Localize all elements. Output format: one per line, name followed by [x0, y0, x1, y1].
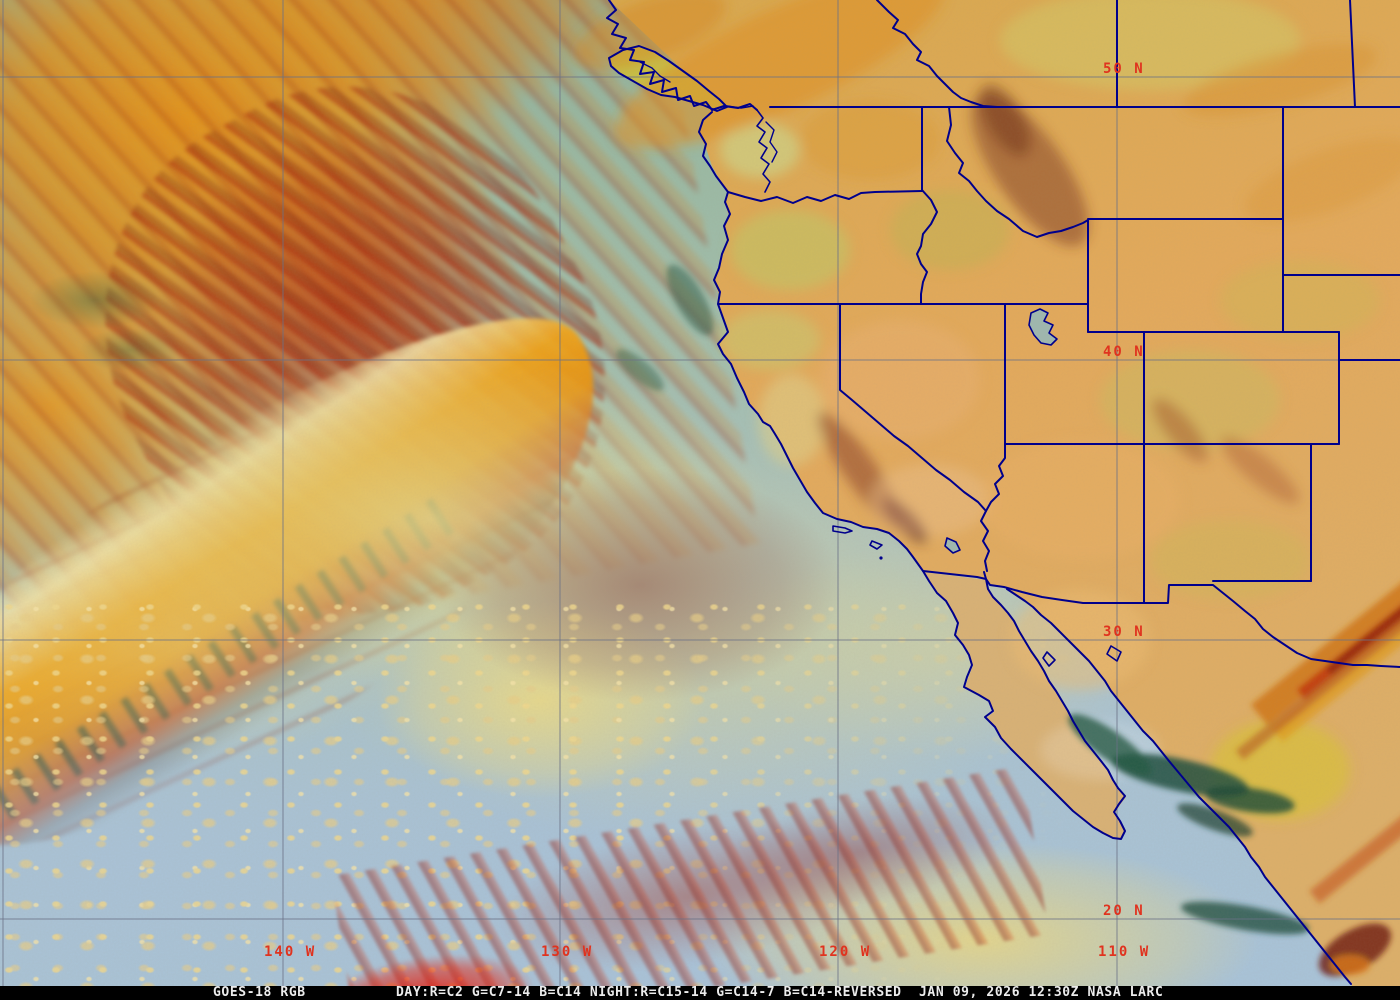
latitude-label: 50 N: [1103, 61, 1145, 77]
latitude-label: 30 N: [1103, 624, 1145, 640]
product-name-label: GOES-18 RGB: [213, 985, 306, 1000]
product-info-bar: GOES-18 RGB DAY:R=C2 G=C7-14 B=C14 NIGHT…: [0, 986, 1400, 1000]
timestamp-label: JAN 09, 2026 12:30Z NASA LARC: [919, 985, 1164, 1000]
political-borders-and-coastlines: [606, 0, 1400, 985]
longitude-label: 140 W: [264, 944, 317, 960]
latitude-label: 20 N: [1103, 903, 1145, 919]
latitude-label: 40 N: [1103, 344, 1145, 360]
longitude-label: 120 W: [819, 944, 872, 960]
lakes-and-islands: [832, 308, 1122, 667]
longitude-label: 130 W: [541, 944, 594, 960]
longitude-label: 110 W: [1098, 944, 1151, 960]
rgb-recipe-label: DAY:R=C2 G=C7-14 B=C14 NIGHT:R=C15-14 G=…: [396, 985, 902, 1000]
